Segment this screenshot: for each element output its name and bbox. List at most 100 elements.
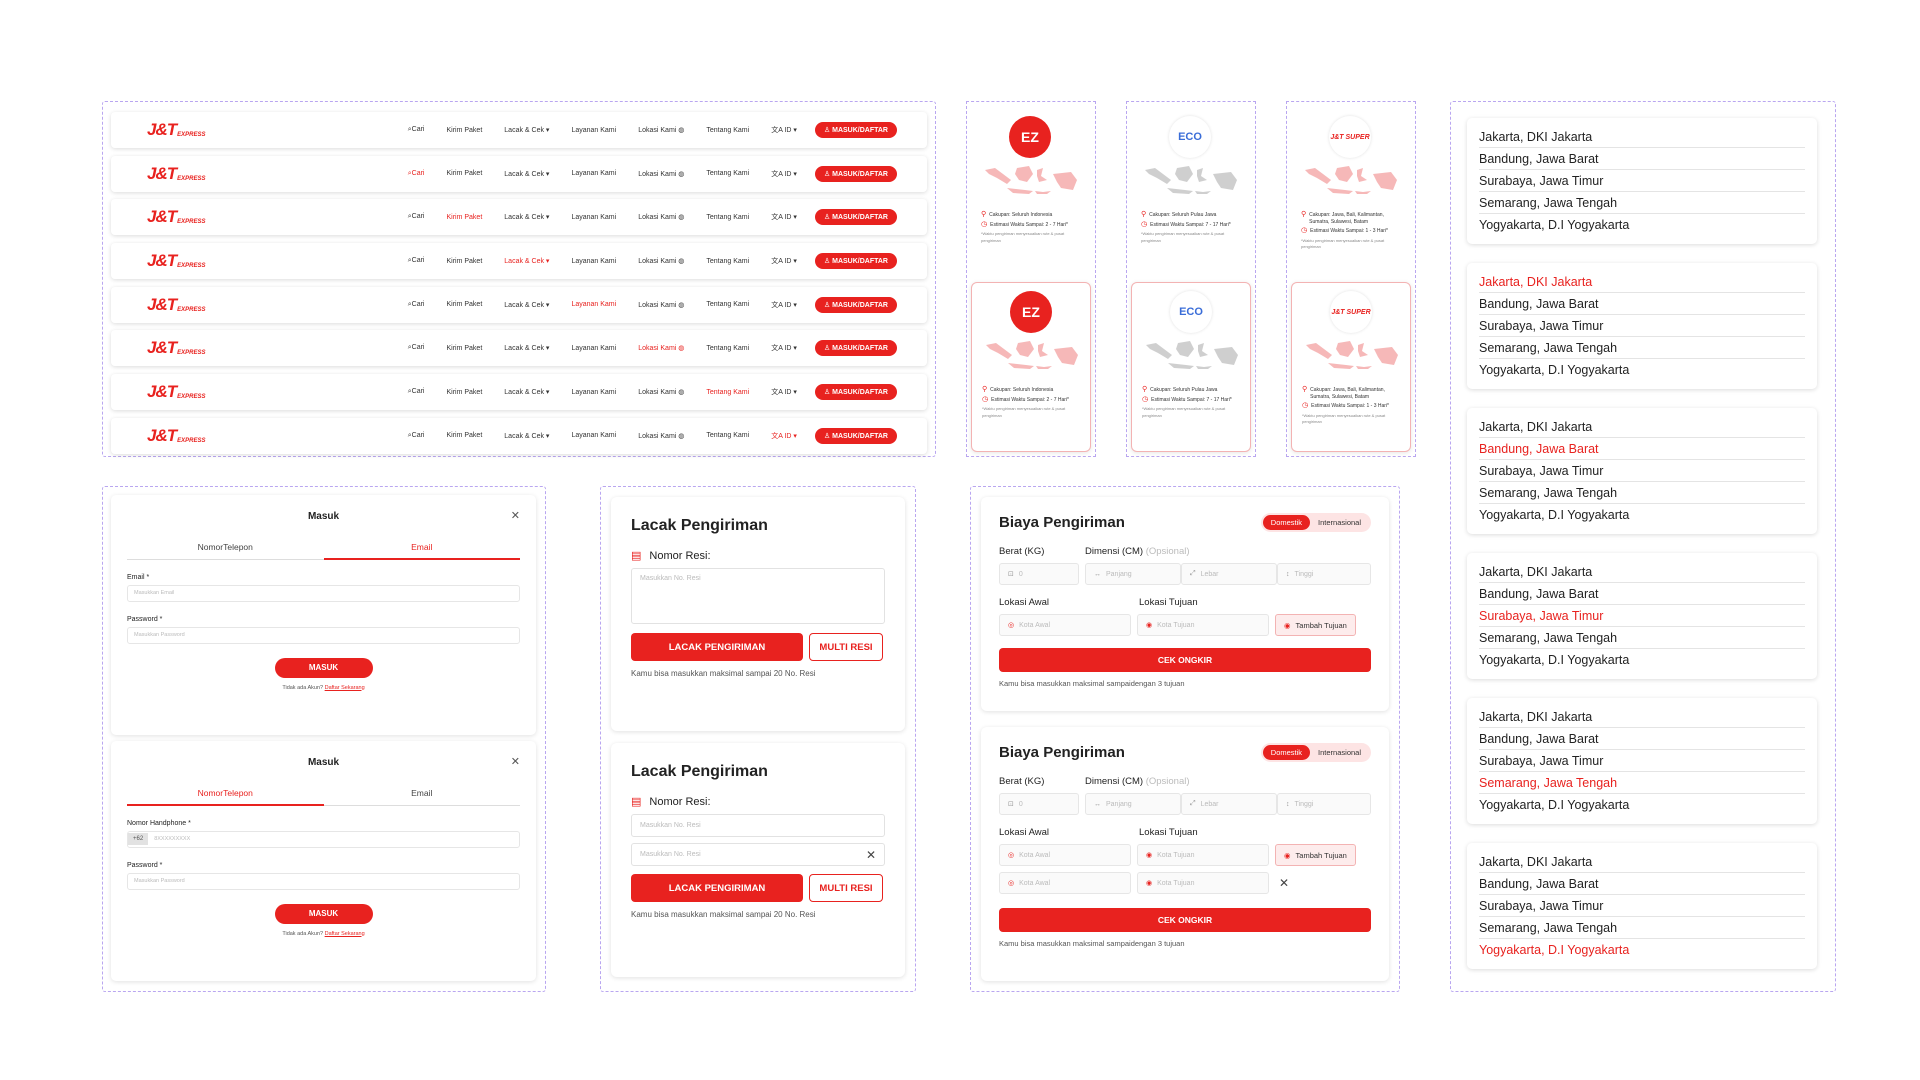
origin-input[interactable]: ◎ Kota Awal (999, 872, 1131, 894)
nav-link-5[interactable]: Tentang Kami (706, 257, 750, 265)
login-register-button[interactable]: ♙ MASUK/DAFTAR (814, 384, 897, 401)
domestic-toggle[interactable]: Domestik (1262, 745, 1311, 760)
nav-link-3[interactable]: Layanan Kami (571, 388, 617, 396)
nav-link-0[interactable]: ⌕Cari (407, 169, 425, 177)
register-link[interactable]: Daftar Sekarang (324, 930, 365, 937)
add-destination-button[interactable]: ◉ Tambah Tujuan (1275, 844, 1356, 866)
city-option[interactable]: Yogyakarta, D.I Yogyakarta (1479, 217, 1630, 232)
nav-link-2[interactable]: Lacak & Cek ▾ (504, 127, 550, 134)
tab-phone[interactable]: NomorTelepon (197, 542, 253, 552)
nav-link-6[interactable]: 文A ID ▾ (771, 301, 797, 309)
nav-link-0[interactable]: ⌕Cari (407, 388, 425, 396)
width-input[interactable]: ⤢ Lebar (1181, 793, 1277, 815)
height-input[interactable]: ↕ Tinggi (1277, 563, 1371, 585)
domestic-toggle[interactable]: Domestik (1262, 515, 1311, 530)
multi-receipt-button[interactable]: MULTI RESI (809, 633, 883, 661)
city-option[interactable]: Bandung, Jawa Barat (1479, 148, 1805, 170)
nav-link-5[interactable]: Tentang Kami (706, 344, 750, 352)
service-card[interactable]: EZ ⚲ Cakupan: Seluruh Indonesia ◷ Estimasi… (971, 108, 1091, 278)
nav-link-2[interactable]: Lacak & Cek ▾ (504, 301, 550, 309)
nav-link-1[interactable]: Kirim Paket (446, 170, 483, 178)
service-card[interactable]: ECO ⚲ Cakupan: Seluruh Pulau Jawa ◷ Estima… (1131, 108, 1251, 278)
length-input[interactable]: ↔ Panjang (1085, 563, 1181, 585)
service-card[interactable]: J&T SUPER ⚲ Cakupan: Jawa, Bali, Kalimant… (1291, 282, 1411, 452)
login-register-button[interactable]: ♙ MASUK/DAFTAR (814, 427, 897, 444)
nav-link-4[interactable]: Lokasi Kami ◍ (638, 432, 685, 440)
nav-link-2[interactable]: Lacak & Cek ▾ (504, 389, 550, 397)
city-option[interactable]: Yogyakarta, D.I Yogyakarta (1479, 652, 1630, 667)
login-register-button[interactable]: ♙ MASUK/DAFTAR (814, 340, 897, 357)
nav-link-1[interactable]: Kirim Paket (446, 432, 483, 440)
nav-link-0[interactable]: ⌕Cari (407, 257, 425, 265)
nav-link-2[interactable]: Lacak & Cek ▾ (504, 258, 550, 266)
nav-link-6[interactable]: 文A ID ▾ (771, 345, 797, 353)
city-option[interactable]: Jakarta, DKI Jakarta (1479, 561, 1805, 583)
city-option[interactable]: Semarang, Jawa Tengah (1479, 192, 1805, 214)
email-field[interactable]: Masukkan Email (127, 584, 520, 602)
nav-link-2[interactable]: Lacak & Cek ▾ (504, 214, 550, 222)
nav-link-0[interactable]: ⌕Cari (407, 213, 425, 221)
international-toggle[interactable]: Internasional (1318, 748, 1361, 757)
city-option[interactable]: Bandung, Jawa Barat (1479, 728, 1805, 750)
city-option[interactable]: Yogyakarta, D.I Yogyakarta (1479, 507, 1630, 522)
city-option[interactable]: Surabaya, Jawa Timur (1479, 460, 1805, 482)
track-button[interactable]: LACAK PENGIRIMAN (631, 633, 803, 661)
check-cost-button[interactable]: CEK ONGKIR (999, 648, 1371, 672)
service-card[interactable]: J&T SUPER ⚲ Cakupan: Jawa, Bali, Kalimant… (1291, 108, 1411, 278)
tab-email[interactable]: Email (323, 542, 520, 560)
city-option[interactable]: Surabaya, Jawa Timur (1479, 315, 1805, 337)
nav-link-6[interactable]: 文A ID ▾ (771, 389, 797, 397)
city-option[interactable]: Yogyakarta, D.I Yogyakarta (1479, 942, 1630, 957)
remove-icon[interactable]: ✕ (865, 847, 876, 862)
nav-link-4[interactable]: Lokasi Kami ◍ (638, 214, 685, 222)
city-option[interactable]: Semarang, Jawa Tengah (1479, 772, 1805, 794)
login-submit-button[interactable]: MASUK (274, 903, 373, 924)
nav-link-1[interactable]: Kirim Paket (446, 126, 483, 134)
jt-logo[interactable]: J&T EXPRESS (147, 425, 206, 445)
dest-input[interactable]: ◉ Kota Tujuan (1137, 844, 1269, 866)
dest-input[interactable]: ◉ Kota Tujuan (1137, 872, 1269, 894)
nav-link-3[interactable]: Layanan Kami (571, 344, 617, 352)
nav-link-1[interactable]: Kirim Paket (446, 388, 483, 396)
city-option[interactable]: Jakarta, DKI Jakarta (1479, 271, 1805, 293)
city-option[interactable]: Bandung, Jawa Barat (1479, 293, 1805, 315)
close-icon[interactable]: ✕ (510, 510, 520, 522)
nav-link-6[interactable]: 文A ID ▾ (771, 127, 797, 134)
city-option[interactable]: Bandung, Jawa Barat (1479, 583, 1805, 605)
nav-link-4[interactable]: Lokasi Kami ◍ (638, 389, 685, 397)
nav-link-4[interactable]: Lokasi Kami ◍ (638, 127, 685, 134)
city-option[interactable]: Surabaya, Jawa Timur (1479, 170, 1805, 192)
login-register-button[interactable]: ♙ MASUK/DAFTAR (814, 209, 897, 226)
nav-link-5[interactable]: Tentang Kami (706, 301, 750, 309)
jt-logo[interactable]: J&T EXPRESS (147, 294, 206, 314)
nav-link-6[interactable]: 文A ID ▾ (771, 214, 797, 222)
length-input[interactable]: ↔ Panjang (1085, 793, 1181, 815)
login-register-button[interactable]: ♙ MASUK/DAFTAR (814, 165, 897, 182)
track-button[interactable]: LACAK PENGIRIMAN (631, 874, 803, 902)
height-input[interactable]: ↕ Tinggi (1277, 793, 1371, 815)
close-icon[interactable]: ✕ (510, 756, 520, 768)
nav-link-5[interactable]: Tentang Kami (706, 170, 750, 178)
jt-logo[interactable]: J&T EXPRESS (147, 163, 206, 183)
password-field[interactable]: Masukkan Password (127, 872, 520, 890)
phone-field[interactable]: +62 8XXXXXXXXX (127, 830, 520, 848)
nav-link-3[interactable]: Layanan Kami (571, 126, 617, 134)
nav-link-3[interactable]: Layanan Kami (571, 432, 617, 440)
nav-link-5[interactable]: Tentang Kami (706, 432, 750, 440)
nav-link-6[interactable]: 文A ID ▾ (771, 432, 797, 440)
nav-link-3[interactable]: Layanan Kami (571, 257, 617, 265)
nav-link-2[interactable]: Lacak & Cek ▾ (504, 170, 550, 178)
nav-link-0[interactable]: ⌕Cari (407, 126, 425, 133)
jt-logo[interactable]: J&T EXPRESS (147, 338, 206, 358)
nav-link-2[interactable]: Lacak & Cek ▾ (504, 432, 550, 440)
nav-link-6[interactable]: 文A ID ▾ (771, 170, 797, 178)
receipt-input[interactable]: Masukkan No. Resi ✕ (631, 843, 885, 866)
city-option[interactable]: Semarang, Jawa Tengah (1479, 482, 1805, 504)
nav-link-0[interactable]: ⌕Cari (407, 344, 425, 352)
tab-phone[interactable]: NomorTelepon (127, 788, 324, 806)
nav-link-4[interactable]: Lokasi Kami ◍ (638, 345, 685, 353)
city-option[interactable]: Bandung, Jawa Barat (1479, 873, 1805, 895)
weight-input[interactable]: ⊡ 0 (999, 563, 1079, 585)
login-register-button[interactable]: ♙ MASUK/DAFTAR (814, 296, 897, 313)
jt-logo[interactable]: J&T EXPRESS (147, 120, 206, 139)
